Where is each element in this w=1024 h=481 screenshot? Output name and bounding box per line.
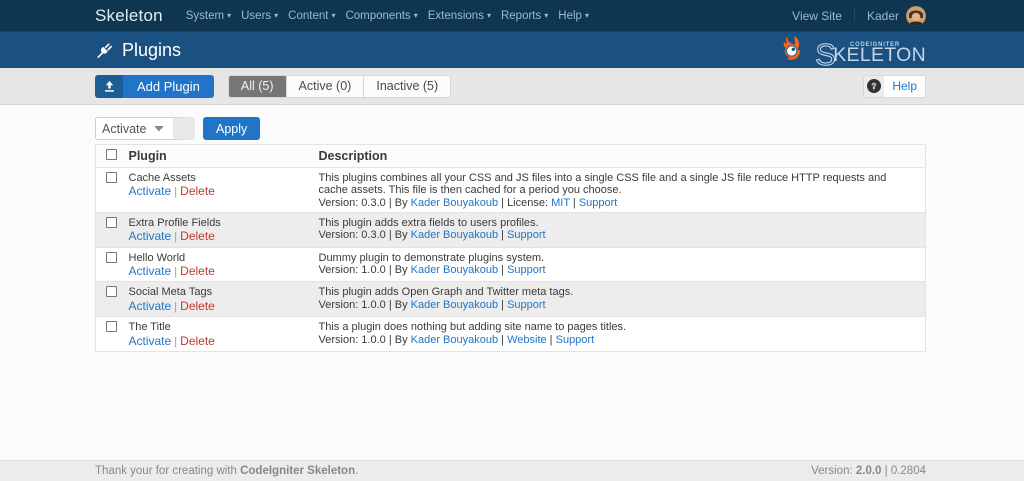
svg-text:?: ? xyxy=(872,82,877,91)
